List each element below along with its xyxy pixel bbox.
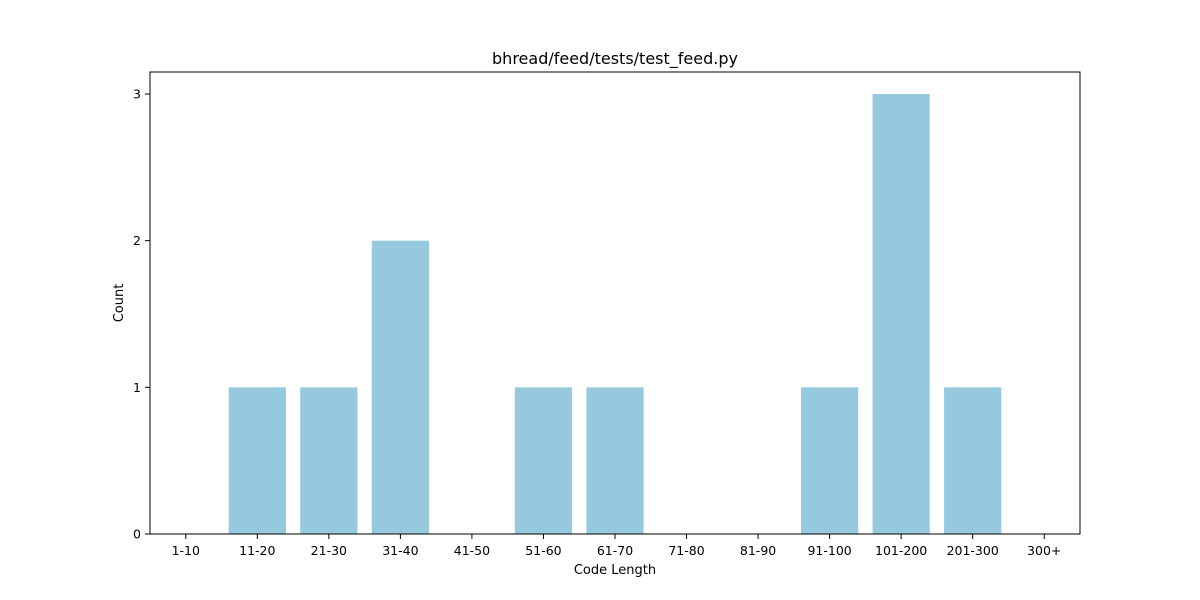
x-tick-label: 31-40 <box>382 543 418 558</box>
bar-11-20 <box>228 387 286 534</box>
x-tick-label: 91-100 <box>807 543 851 558</box>
bar-201-300 <box>944 387 1002 534</box>
y-axis-label: Count <box>112 284 127 323</box>
x-tick-label: 11-20 <box>239 543 275 558</box>
x-ticks: 1-10 11-20 21-30 31-40 41-50 51-60 61-70 71-80 8… <box>172 534 1061 558</box>
x-tick-label: 21-30 <box>311 543 347 558</box>
chart-title: bhread/feed/tests/test_feed.py <box>492 49 738 69</box>
x-tick-label: 71-80 <box>668 543 704 558</box>
x-tick-label: 300+ <box>1027 543 1061 558</box>
y-ticks: 0 1 2 3 <box>133 87 150 542</box>
x-tick-label: 201-300 <box>947 543 999 558</box>
x-tick-label: 101-200 <box>875 543 927 558</box>
bar-21-30 <box>300 387 358 534</box>
bar-61-70 <box>586 387 644 534</box>
x-tick-label: 81-90 <box>740 543 776 558</box>
bar-101-200 <box>872 94 930 534</box>
bar-51-60 <box>514 387 573 534</box>
bar-91-100 <box>801 387 859 534</box>
x-tick-label: 41-50 <box>454 543 490 558</box>
y-tick-label: 3 <box>133 87 141 102</box>
y-tick-label: 1 <box>133 380 141 395</box>
x-tick-label: 51-60 <box>525 543 561 558</box>
x-tick-label: 1-10 <box>172 543 200 558</box>
x-tick-label: 61-70 <box>597 543 633 558</box>
y-tick-label: 2 <box>133 233 141 248</box>
y-tick-label: 0 <box>133 527 141 542</box>
bar-31-40 <box>371 240 429 535</box>
plot-frame <box>149 71 1081 535</box>
bars-group <box>228 94 1002 535</box>
x-axis-label: Code Length <box>574 563 656 578</box>
